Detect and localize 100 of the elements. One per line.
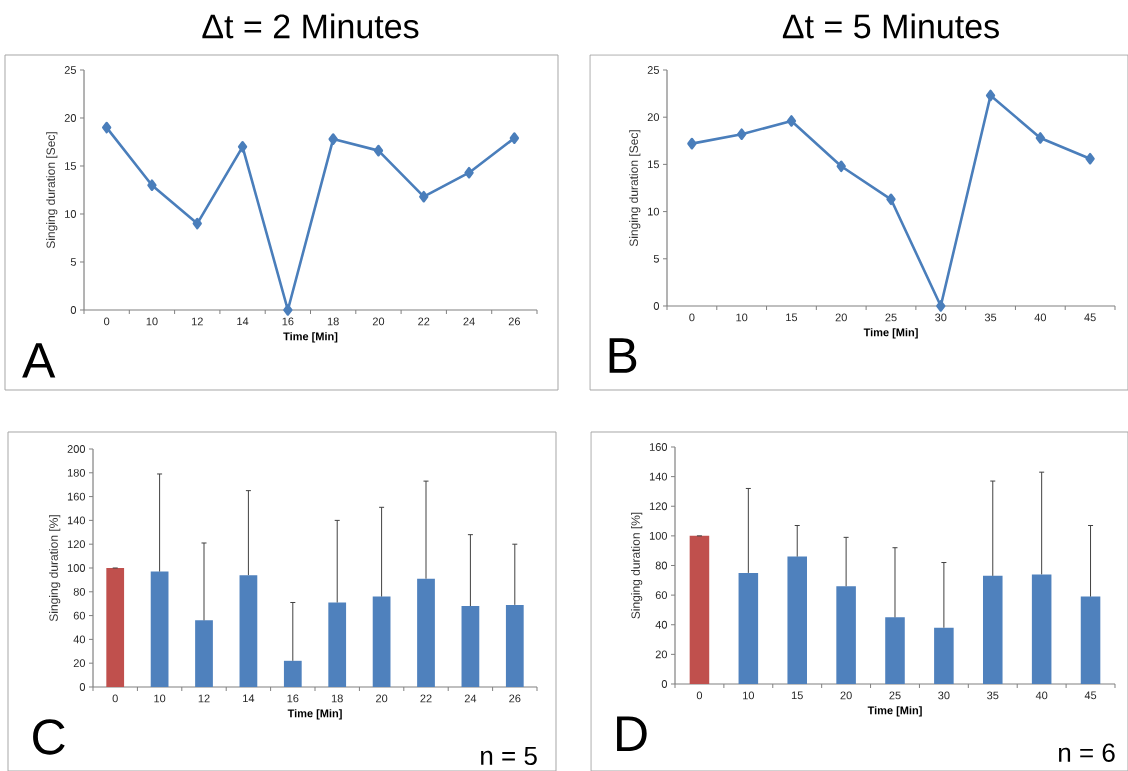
x-tick-label: 40 (1034, 313, 1047, 322)
x-tick-label: 14 (243, 694, 255, 703)
y-tick-label: 140 (649, 472, 668, 481)
point (936, 300, 946, 312)
y-tick-label: 20 (64, 114, 77, 122)
bar (150, 571, 169, 687)
y-tick-label: 120 (649, 502, 668, 511)
x-tick-label: 15 (786, 313, 798, 322)
point (886, 193, 896, 206)
point (509, 132, 520, 144)
x-tick-label: 24 (463, 317, 475, 326)
x-tick-label: 0 (696, 691, 703, 700)
x-tick-label: 40 (1035, 691, 1048, 700)
y-tick-label: 60 (655, 591, 668, 600)
x-tick-label: 25 (889, 691, 901, 700)
x-tick-label: 22 (420, 694, 432, 703)
y-tick-label: 0 (79, 683, 86, 691)
y-tick-label: 0 (653, 302, 660, 310)
bar (328, 602, 347, 687)
x-tick-label: 0 (112, 694, 118, 703)
y-tick-label: 40 (655, 620, 668, 629)
x-tick-label: 14 (237, 317, 249, 326)
x-axis-title: Time [Min] (867, 706, 922, 717)
y-axis-title: Singing duration [%] (631, 512, 643, 619)
y-tick-label: 5 (70, 258, 76, 266)
point (237, 140, 248, 153)
y-tick-label: 180 (67, 468, 86, 477)
bar (195, 620, 213, 687)
x-tick-label: 35 (987, 691, 999, 700)
y-tick-label: 160 (649, 443, 668, 451)
y-tick-label: 15 (65, 162, 76, 170)
point (786, 115, 797, 127)
chart-title: Δt = 5 Minutes (782, 13, 999, 39)
x-tick-label: 25 (885, 313, 897, 322)
bar (106, 567, 125, 687)
y-tick-label: 10 (648, 207, 660, 216)
bar (505, 604, 524, 687)
point (101, 121, 112, 134)
y-tick-label: 40 (73, 635, 86, 644)
point (419, 190, 429, 203)
x-tick-label: 16 (287, 694, 299, 703)
text: C (33, 719, 65, 755)
bar (461, 606, 480, 687)
y-axis-title: Singing duration [%] (49, 515, 61, 622)
y-tick-label: 25 (64, 66, 76, 74)
bar (934, 627, 954, 684)
bar (372, 596, 391, 687)
text: B (609, 338, 637, 373)
x-tick-label: 18 (331, 694, 343, 703)
x-tick-label: 26 (508, 317, 520, 326)
bar (1031, 574, 1052, 684)
point (737, 128, 747, 140)
y-tick-label: 80 (73, 587, 86, 596)
bar (239, 575, 258, 687)
bar (738, 572, 759, 684)
y-tick-label: 120 (67, 540, 86, 549)
bar (689, 535, 710, 684)
y-tick-label: 10 (65, 210, 77, 218)
point (147, 179, 157, 191)
x-tick-label: 35 (984, 313, 997, 322)
bar (836, 586, 856, 684)
y-tick-label: 5 (653, 254, 659, 263)
chart-title: Δt = 2 Minutes (202, 13, 419, 39)
y-tick-label: 60 (73, 611, 86, 620)
y-tick-label: 20 (647, 113, 660, 122)
bar (885, 617, 905, 684)
x-tick-label: 12 (191, 317, 203, 326)
y-tick-label: 80 (655, 561, 668, 570)
y-tick-label: 200 (67, 445, 86, 453)
x-tick-label: 20 (372, 317, 385, 326)
x-tick-label: 10 (743, 691, 755, 700)
bar (1080, 596, 1101, 684)
x-tick-label: 15 (791, 691, 803, 700)
x-tick-label: 10 (146, 317, 158, 326)
bar (417, 578, 435, 687)
point (836, 160, 846, 173)
x-tick-label: 18 (327, 317, 339, 326)
x-tick-label: 16 (282, 317, 294, 326)
text: n = 5 (481, 746, 537, 766)
x-tick-label: 45 (1084, 313, 1096, 322)
text: n = 6 (1059, 743, 1115, 762)
y-tick-label: 0 (70, 306, 77, 314)
x-axis-title: Time [Min] (863, 328, 918, 339)
x-tick-label: 30 (938, 691, 950, 700)
y-tick-label: 160 (67, 492, 86, 501)
x-axis-title: Time [Min] (287, 709, 342, 720)
x-tick-label: 0 (104, 317, 110, 326)
point (328, 133, 338, 145)
x-tick-label: 10 (736, 313, 748, 322)
y-axis-title: Singing duration [Sec] (46, 132, 58, 249)
x-tick-label: 22 (418, 317, 430, 326)
y-tick-label: 140 (67, 516, 86, 525)
x-tick-label: 45 (1084, 691, 1097, 700)
bar (283, 660, 302, 687)
y-tick-label: 15 (648, 160, 659, 169)
point (283, 304, 293, 316)
y-tick-label: 20 (655, 650, 668, 659)
x-tick-label: 20 (376, 694, 388, 703)
point (985, 89, 996, 102)
text: D (617, 716, 647, 751)
